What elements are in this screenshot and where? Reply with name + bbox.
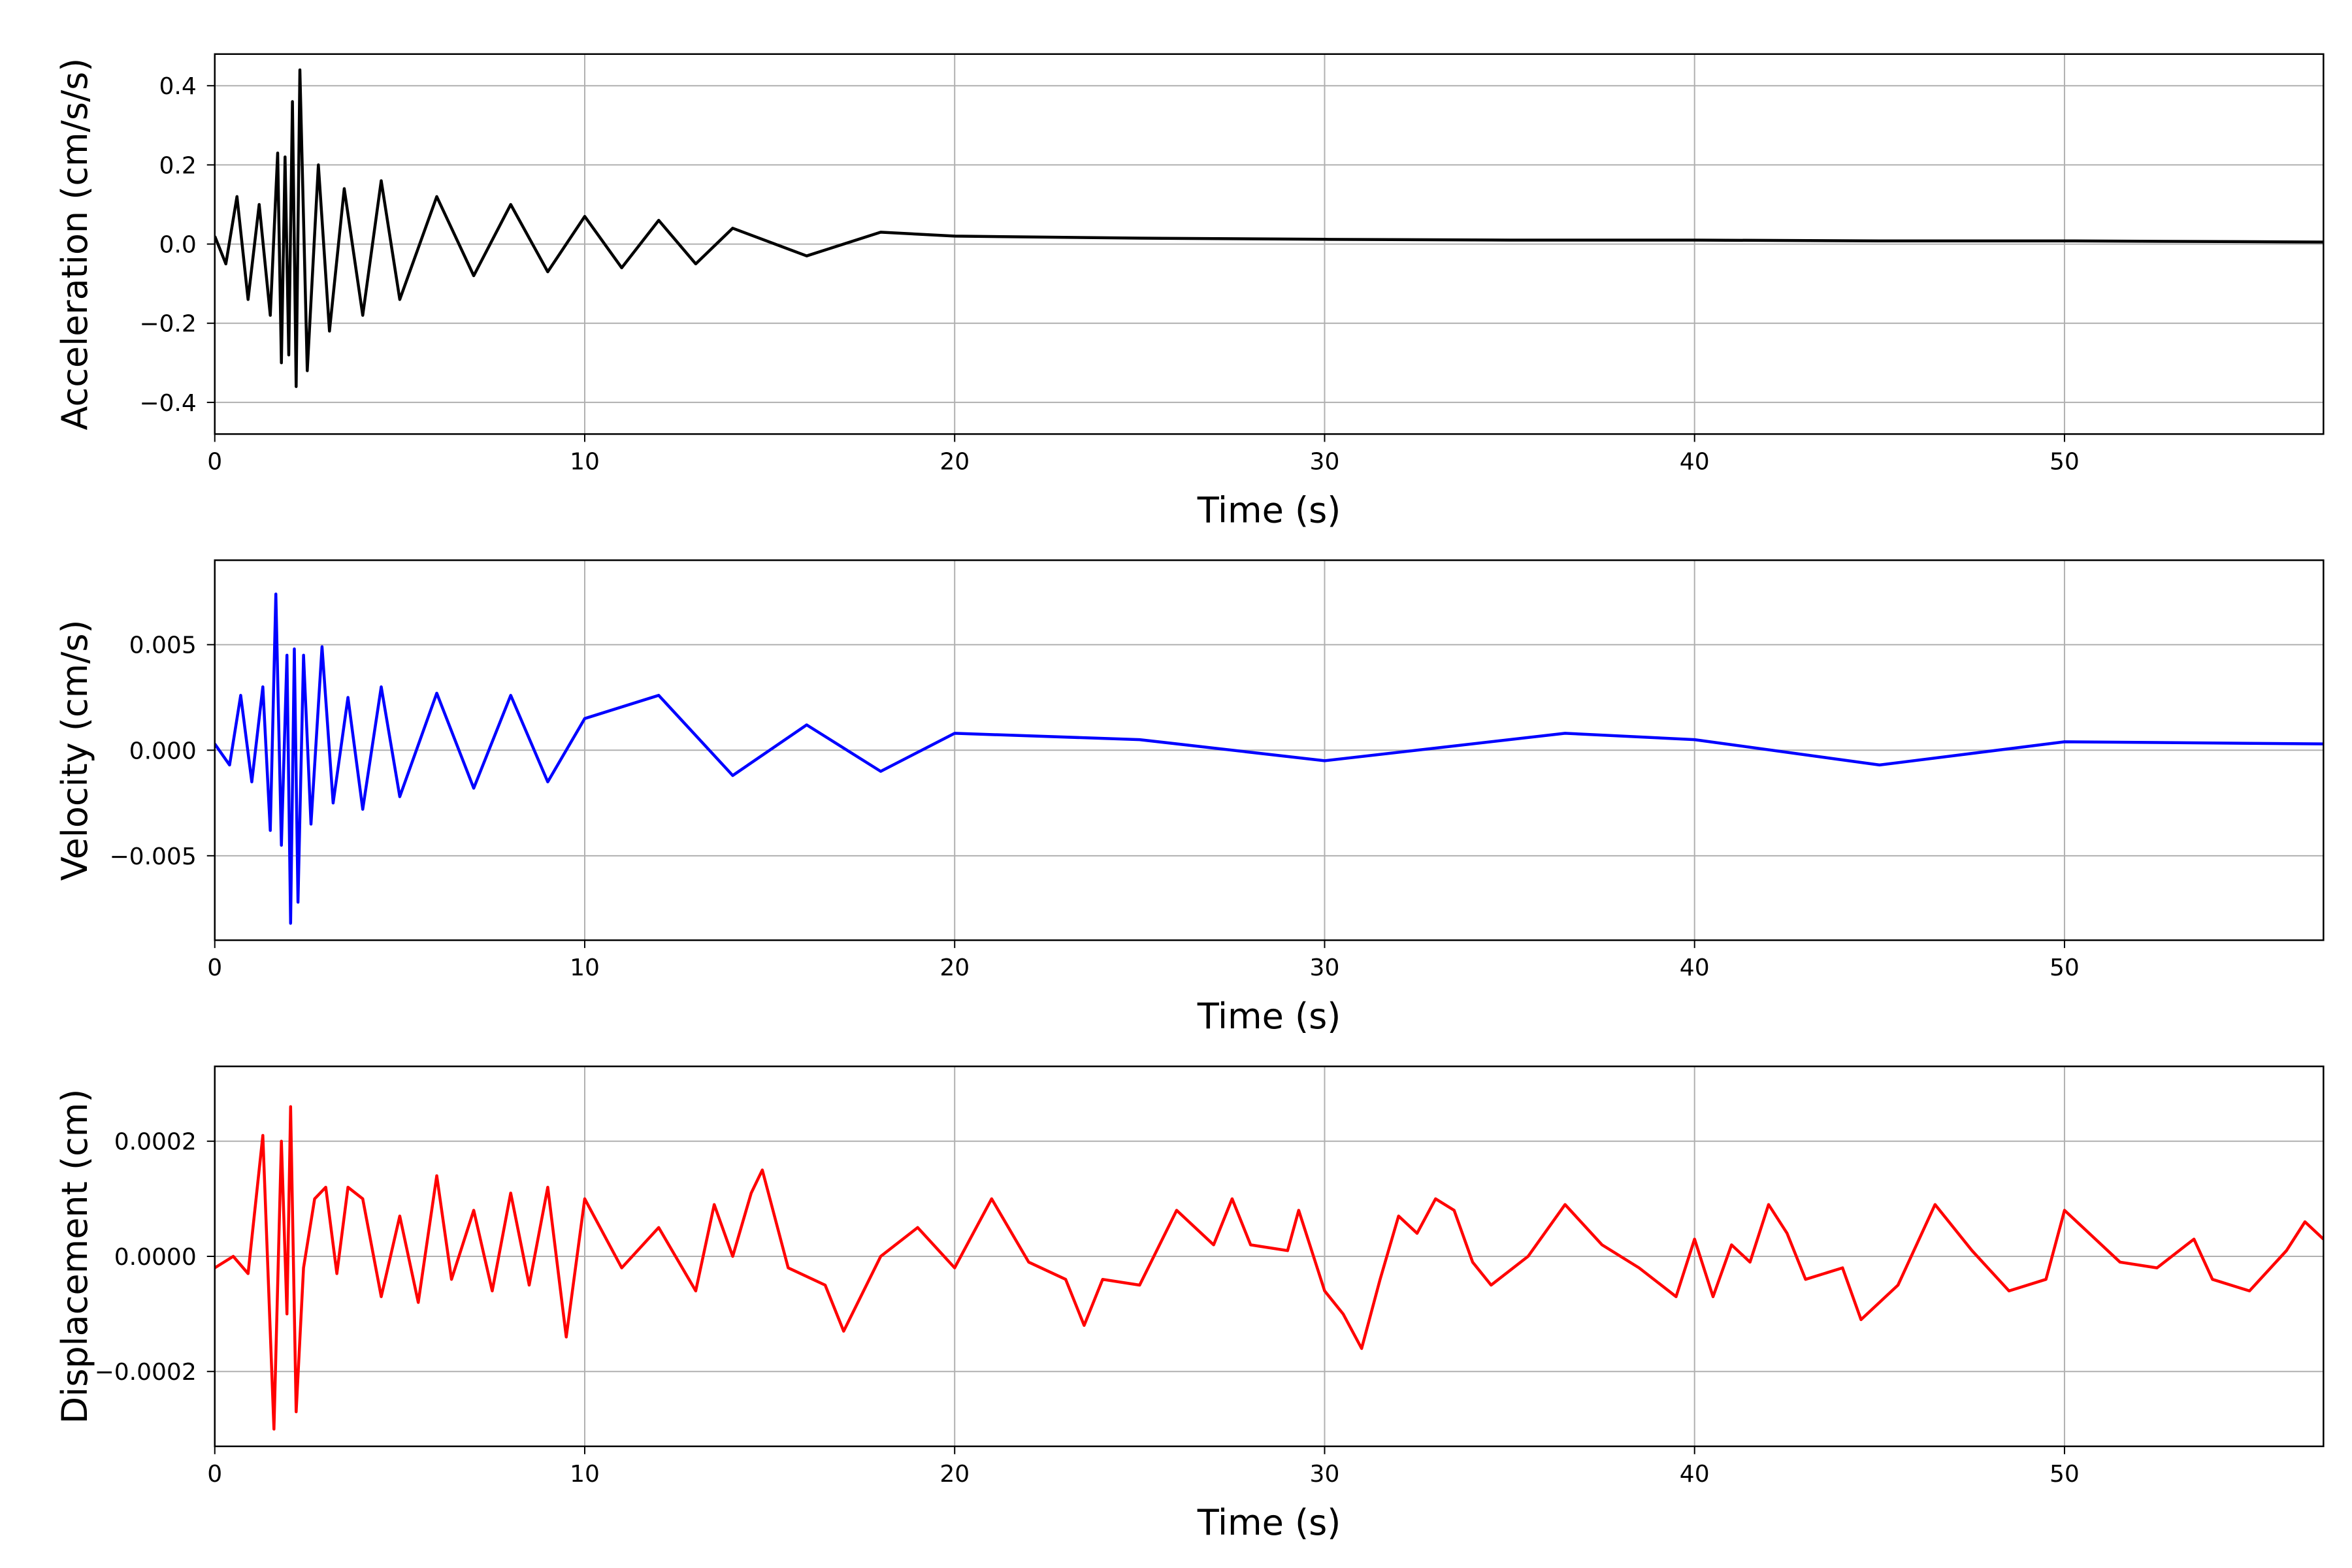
velocity-x-axis-label: Time (s): [1197, 996, 1341, 1037]
x-tick-label: 40: [1680, 955, 1710, 981]
x-tick-label: 30: [1310, 955, 1340, 981]
subplots: 0 10 20 30 40 50 −0.4 −0.2 0.0 0.2 0.4 Time (s) Acce…: [54, 53, 2325, 1543]
x-tick-label: 20: [939, 955, 970, 981]
y-tick-label: 0.0: [159, 232, 196, 259]
acceleration-y-axis-label: Acceleration (cm/s/s): [54, 58, 95, 431]
x-tick-label: 50: [2050, 955, 2080, 981]
y-tick-label: 0.0002: [114, 1129, 197, 1156]
acceleration-x-axis-label: Time (s): [1197, 489, 1341, 531]
y-tick-label: 0.005: [129, 632, 197, 659]
x-tick-label: 30: [1310, 448, 1340, 475]
y-tick-label: 0.000: [129, 738, 197, 764]
y-tick-label: −0.2: [139, 311, 196, 338]
x-tick-label: 0: [207, 955, 222, 981]
x-tick-label: 30: [1310, 1461, 1340, 1488]
y-tick-label: −0.4: [139, 390, 196, 417]
y-tick-label: 0.4: [159, 73, 196, 100]
x-tick-label: 0: [207, 1461, 222, 1488]
velocity-y-axis-label: Velocity (cm/s): [54, 619, 95, 881]
x-tick-label: 40: [1680, 448, 1710, 475]
x-tick-label: 10: [570, 448, 600, 475]
displacement-grid: [214, 1066, 2324, 1446]
y-tick-label: 0.0000: [114, 1244, 197, 1271]
x-tick-label: 50: [2050, 448, 2080, 475]
velocity-series-line: [214, 592, 2324, 925]
y-tick-label: −0.005: [110, 843, 197, 870]
x-tick-label: 20: [939, 1461, 970, 1488]
y-tick-label: −0.0002: [95, 1359, 197, 1386]
displacement-panel: 0 10 20 30 40 50 −0.0002 0.0000 0.0002 Time (s) Di…: [54, 1065, 2325, 1543]
x-tick-label: 40: [1680, 1461, 1710, 1488]
displacement-x-axis-label: Time (s): [1197, 1502, 1341, 1543]
y-tick-label: 0.2: [159, 152, 196, 179]
acceleration-panel: 0 10 20 30 40 50 −0.4 −0.2 0.0 0.2 0.4 Time (s) Acce…: [54, 53, 2325, 531]
displacement-series-line: [214, 1105, 2324, 1431]
acceleration-grid: [214, 54, 2324, 434]
velocity-grid: [214, 560, 2324, 941]
displacement-y-axis-label: Displacement (cm): [54, 1089, 95, 1424]
x-tick-label: 10: [570, 955, 600, 981]
x-tick-label: 0: [207, 448, 222, 475]
x-tick-label: 10: [570, 1461, 600, 1488]
x-tick-label: 50: [2050, 1461, 2080, 1488]
acceleration-series-line: [214, 68, 2324, 388]
velocity-panel: 0 10 20 30 40 50 −0.005 0.000 0.005 Time (s) Veloc…: [54, 559, 2325, 1037]
x-tick-label: 20: [939, 448, 970, 475]
